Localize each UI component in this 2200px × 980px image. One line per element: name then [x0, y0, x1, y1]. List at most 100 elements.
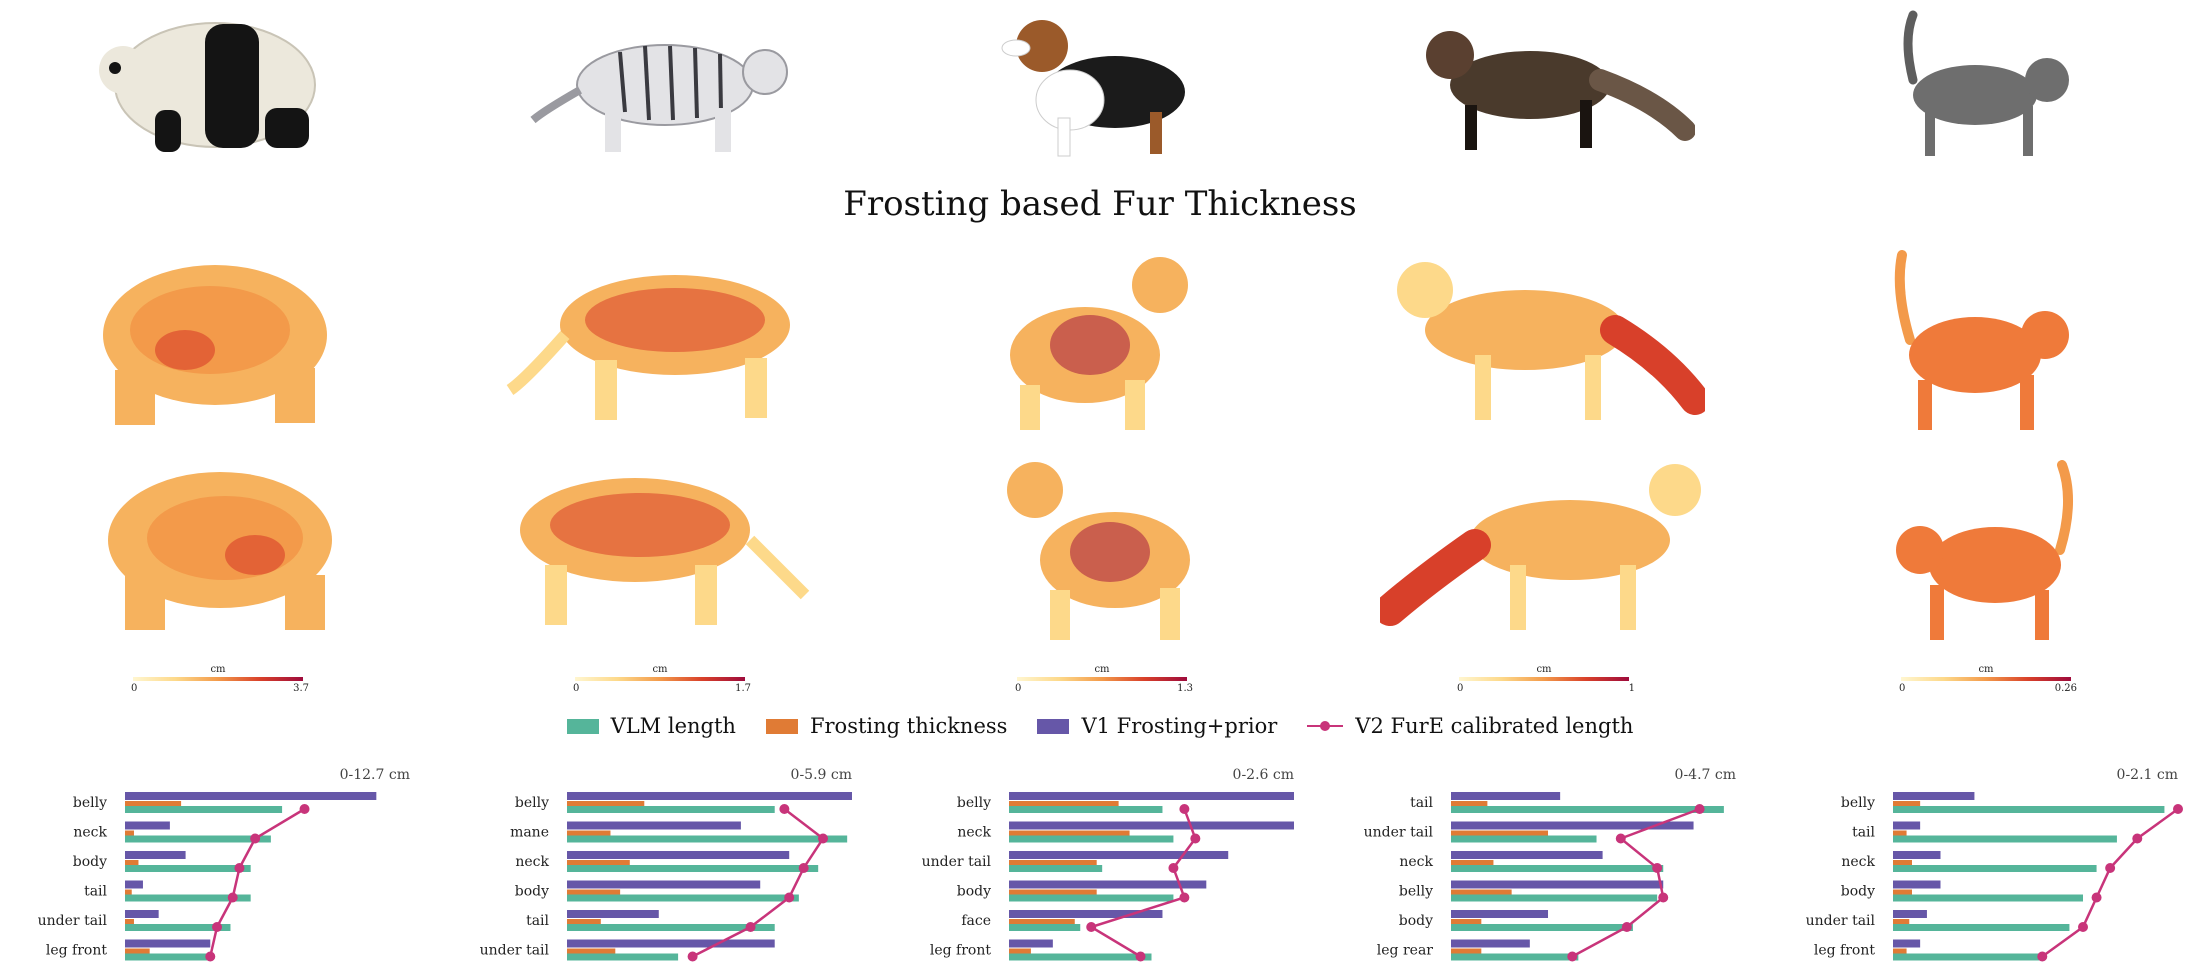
bar [567, 801, 645, 806]
v2-point [212, 922, 223, 932]
bar [1451, 865, 1664, 872]
v2-line [1088, 808, 1197, 958]
figure-title: Frosting based Fur Thickness [843, 184, 1357, 224]
beagle-thickness-map-b [1007, 462, 1190, 640]
v2-line [209, 807, 306, 957]
legend-item-v1: V1 Frosting+prior [1037, 714, 1277, 738]
fox-thickness-map-a [1397, 262, 1705, 420]
bar [125, 924, 231, 931]
category-label: leg front [46, 943, 107, 959]
category-label: leg front [930, 943, 991, 959]
category-label: under tail [1806, 913, 1876, 929]
category-label: face [961, 913, 991, 929]
bar [567, 792, 852, 800]
legend-label-frosting: Frosting thickness [809, 714, 1008, 738]
bar [1893, 889, 1912, 895]
category-label: neck [1841, 854, 1875, 870]
bar [1451, 889, 1512, 895]
colorbar-row: cm 0 3.7 cm 0 1.7 cm 0 1.3 cm 0 1 cm 0 0… [0, 660, 2200, 700]
colorbar-min: 0 [1899, 683, 1906, 694]
category-label: leg front [1814, 943, 1875, 959]
v2-point [784, 892, 795, 903]
bar [1009, 919, 1075, 924]
v2-point [1615, 833, 1626, 844]
bar [1009, 801, 1119, 806]
colorbar-gradient [575, 677, 745, 681]
bar [125, 801, 182, 806]
legend-swatch-vlm [566, 718, 599, 734]
bar [1893, 792, 1975, 800]
colorbar-unit: cm [210, 664, 226, 675]
v2-point [779, 804, 790, 814]
panel-range-label: 0-2.1 cm [2117, 767, 2178, 783]
bar [1451, 894, 1658, 902]
category-label: under tail [38, 913, 108, 929]
bar [1451, 821, 1694, 830]
bar [567, 924, 775, 931]
category-label: mane [510, 825, 549, 841]
v2-point [687, 951, 698, 962]
bar [1451, 792, 1561, 800]
fox-thickness-map-b [1380, 464, 1701, 630]
bar [1893, 919, 1910, 924]
colorbar-min: 0 [131, 683, 138, 694]
v2-point [2078, 922, 2088, 932]
bar [125, 889, 132, 895]
v2-point [205, 951, 216, 962]
reference-photos-row [0, 0, 2200, 170]
category-label: neck [515, 854, 549, 870]
bar [1451, 919, 1482, 924]
bar [567, 880, 761, 889]
bar [1009, 880, 1207, 889]
colorbar-min: 0 [573, 683, 580, 694]
colorbar-unit: cm [1978, 664, 1994, 675]
bar [1009, 910, 1163, 918]
bar-chart-panels: 0-12.7 cm belly neck body tail under tail leg … [38, 767, 2183, 962]
v2-point [1621, 922, 1632, 932]
bar [1009, 894, 1174, 902]
bar [1893, 910, 1927, 918]
legend-label-v2: V2 FurE calibrated length [1355, 714, 1634, 738]
bar [567, 835, 848, 843]
colorbar-min: 0 [1015, 683, 1022, 694]
chart-legend: VLM length Frosting thickness V1 Frostin… [0, 714, 2200, 738]
bar [1893, 894, 2083, 902]
bar [567, 894, 799, 902]
bar [125, 953, 209, 961]
tiger-thickness-map-a [506, 275, 790, 420]
panel-range-label: 0-12.7 cm [340, 767, 410, 783]
v2-point [299, 804, 310, 814]
v2-line [1571, 807, 1701, 958]
colorbar-max: 1 [1628, 683, 1635, 694]
bar [1009, 830, 1130, 836]
bar [1451, 880, 1664, 889]
bar [125, 830, 134, 836]
category-label: belly [1841, 795, 1875, 811]
bar [1451, 830, 1549, 836]
bar [1893, 924, 2070, 931]
bar [1893, 806, 2165, 813]
bar [1009, 889, 1097, 895]
colorbar-max: 3.7 [293, 683, 309, 694]
v2-line [692, 808, 825, 958]
bar [125, 792, 377, 800]
v2-point [1168, 863, 1179, 873]
legend-label-v1: V1 Frosting+prior [1081, 714, 1278, 738]
category-label: under tail [1364, 825, 1434, 841]
v2-point [1190, 833, 1201, 844]
bar [125, 865, 251, 872]
cat-photo [1903, 10, 2069, 156]
bar [1893, 939, 1921, 948]
bar [1893, 851, 1941, 859]
category-label: body [1841, 884, 1875, 900]
bar [125, 948, 150, 954]
colorbar-max: 1.7 [735, 683, 751, 694]
bar-panel-2: 0-2.6 cm belly neck under tail body face leg f… [922, 767, 1294, 962]
legend-swatch-v1 [1037, 718, 1070, 734]
panda-photo [99, 22, 316, 152]
category-label: body [957, 884, 991, 900]
bar [567, 919, 601, 924]
category-label: belly [515, 795, 549, 811]
beagle-photo [1001, 20, 1185, 157]
v2-point [745, 922, 756, 932]
